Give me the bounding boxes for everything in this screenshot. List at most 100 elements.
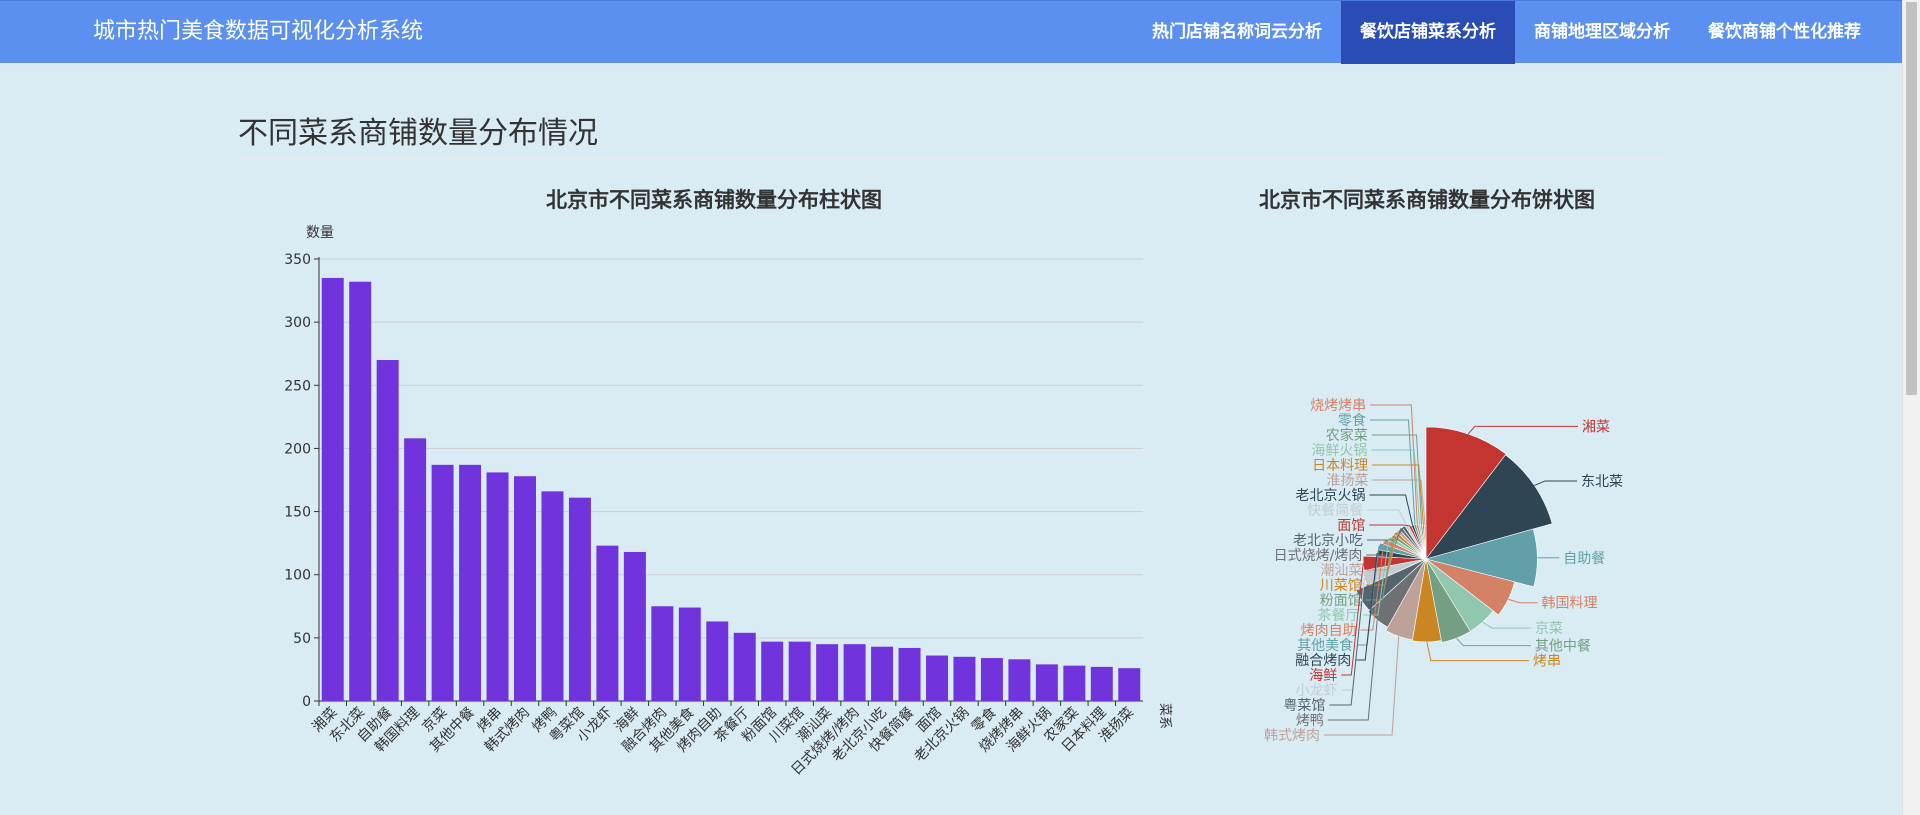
pie-slice-1: [1425, 454, 1553, 560]
pie-label-line: [1371, 434, 1423, 526]
pie-label-line: [1369, 494, 1414, 526]
pie-slice-0: [1425, 426, 1507, 560]
bar-y-tick-label: 350: [284, 252, 311, 268]
pie-label: 老北京火锅: [1296, 488, 1366, 504]
bar-26: [1035, 664, 1058, 701]
pie-label: 茶餐厅: [1317, 608, 1359, 624]
pie-label: 其他中餐: [1535, 639, 1591, 655]
pie-label: 自助餐: [1563, 551, 1605, 567]
bar-19: [843, 644, 866, 701]
bar-25: [1008, 659, 1031, 701]
bar-14: [706, 621, 729, 701]
pie-label-line: [1426, 641, 1529, 662]
bar-20: [871, 646, 894, 701]
nav-item-wordcloud[interactable]: 热门店铺名称词云分析: [1152, 22, 1322, 42]
bar-1: [349, 281, 372, 701]
nav-item-cuisine[interactable]: 餐饮店铺菜系分析: [1341, 1, 1515, 64]
pie-label-line: [1369, 419, 1416, 525]
bar-27: [1063, 665, 1086, 701]
nav-menu: 热门店铺名称词云分析 餐饮店铺菜系分析 商铺地理区域分析 餐饮商铺个性化推荐: [1133, 1, 1902, 64]
bar-3: [404, 438, 427, 701]
pie-label-line: [1327, 620, 1378, 721]
nav-item-recommend[interactable]: 餐饮商铺个性化推荐: [1708, 22, 1861, 42]
scrollbar[interactable]: [1902, 0, 1920, 815]
bar-4: [431, 464, 454, 701]
nav-item-geo[interactable]: 商铺地理区域分析: [1534, 22, 1670, 42]
bar-chart-title: 北京市不同菜系商铺数量分布柱状图: [546, 188, 882, 212]
pie-label: 海鲜火锅: [1311, 443, 1367, 459]
pie-slice-11: [1362, 555, 1427, 571]
pie-label-line: [1456, 637, 1531, 647]
pie-label-line: [1534, 480, 1578, 486]
pie-slice-3: [1425, 558, 1516, 616]
bar-12: [651, 606, 674, 701]
pie-label: 烤串: [1533, 654, 1561, 670]
bar-13: [678, 607, 701, 701]
bar-0: [321, 277, 344, 701]
pie-label: 日本料理: [1312, 458, 1368, 474]
bar-28: [1090, 666, 1113, 701]
bar-29: [1118, 668, 1141, 701]
pie-slice-28: [1422, 524, 1427, 560]
pie-label-line: [1372, 464, 1424, 526]
pie-slice-23: [1410, 524, 1427, 560]
bar-21: [898, 647, 921, 701]
pie-label-line: [1365, 535, 1394, 601]
pie-label: 潮汕菜: [1320, 563, 1362, 579]
bar-15: [733, 632, 756, 701]
pie-slice-2: [1424, 528, 1538, 588]
bar-y-axis-label: 数量: [306, 225, 334, 241]
section-title: 不同菜系商铺数量分布情况: [238, 116, 598, 151]
pie-label-line: [1329, 600, 1363, 706]
bar-23: [953, 656, 976, 701]
scrollbar-thumb[interactable]: [1906, 2, 1917, 395]
pie-slice-27: [1420, 524, 1427, 560]
pie-label: 淮扬菜: [1326, 473, 1368, 489]
bar-y-tick-label: 250: [284, 378, 311, 394]
pie-label-line: [1363, 538, 1390, 616]
bar-y-tick-label: 300: [284, 315, 311, 331]
bar-y-tick-label: 150: [284, 505, 311, 521]
pie-label: 日式烧烤/烤肉: [1274, 548, 1363, 564]
pie-label-line: [1355, 553, 1378, 661]
pie-label: 老北京小吃: [1293, 533, 1363, 549]
pie-label-line: [1360, 541, 1385, 631]
bar-10: [596, 545, 619, 701]
pie-label: 零食: [1338, 412, 1366, 429]
pie-label: 融合烤肉: [1295, 653, 1351, 669]
pie-label-line: [1370, 404, 1418, 525]
bar-18: [816, 644, 839, 701]
top-navbar: 城市热门美食数据可视化分析系统 热门店铺名称词云分析 餐饮店铺菜系分析 商铺地理…: [0, 0, 1902, 64]
pie-label: 东北菜: [1581, 474, 1623, 490]
pie-label-line: [1341, 563, 1364, 676]
pie-label-line: [1467, 425, 1578, 435]
pie-label: 韩国料理: [1542, 596, 1598, 612]
bar-y-tick-label: 50: [293, 631, 311, 647]
pie-slice-19: [1398, 526, 1427, 560]
pie-label-line: [1367, 509, 1408, 526]
bar-8: [541, 491, 564, 701]
bar-7: [514, 476, 536, 701]
app-title[interactable]: 城市热门美食数据可视化分析系统: [93, 19, 424, 44]
pie-label: 粤菜馆: [1283, 698, 1325, 714]
pie-label: 粉面馆: [1320, 593, 1362, 609]
bar-y-tick-label: 200: [284, 441, 311, 457]
bar-9: [568, 497, 591, 701]
bar-11: [623, 551, 646, 701]
pie-label: 烤鸭: [1296, 713, 1324, 729]
pie-label-line: [1371, 449, 1421, 526]
pie-label: 小龙虾: [1296, 683, 1338, 699]
pie-label-line: [1372, 479, 1426, 526]
pie-label: 海鲜: [1309, 668, 1337, 684]
pie-label-line: [1508, 598, 1538, 604]
bar-5: [459, 464, 482, 701]
bar-2: [376, 360, 399, 701]
pie-label: 面馆: [1337, 518, 1365, 534]
bar-16: [761, 641, 784, 701]
bar-6: [486, 472, 509, 701]
divider: [238, 158, 1663, 159]
bar-24: [980, 658, 1003, 701]
pie-label-line: [1366, 528, 1402, 556]
bar-y-tick-label: 100: [284, 568, 311, 584]
